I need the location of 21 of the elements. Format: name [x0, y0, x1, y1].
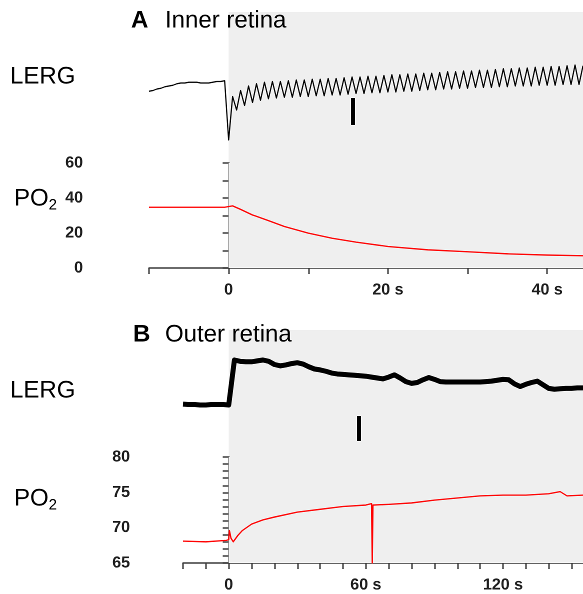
y-axis-title: LERG — [10, 62, 76, 90]
y-tick-label: 75 — [112, 484, 130, 501]
y-tick-label: 70 — [112, 519, 130, 536]
line-series — [148, 205, 583, 256]
y-tick-label: 65 — [112, 554, 130, 572]
x-tick-label: 40 s — [532, 282, 563, 298]
text: A — [131, 6, 148, 34]
x-tick-label: 120 s — [482, 576, 524, 594]
chart-title: Inner retina — [165, 6, 288, 34]
y-axis-title: LERG — [10, 376, 76, 404]
y-tick-label: 40 — [65, 190, 84, 206]
x-tick-label: 60 s — [350, 576, 382, 594]
y-tick-label: 20 — [65, 224, 84, 242]
x-tick-label: 0 — [224, 576, 234, 594]
y-tick-label: 60 — [65, 154, 84, 172]
x-tick-label: 0 — [224, 282, 234, 298]
y-tick-label: 0 — [74, 260, 84, 276]
y-tick-label: 80 — [112, 448, 130, 466]
text: B — [133, 320, 150, 348]
x-tick-label: 20 s — [372, 282, 404, 298]
chart-title: Outer retina — [165, 320, 292, 348]
